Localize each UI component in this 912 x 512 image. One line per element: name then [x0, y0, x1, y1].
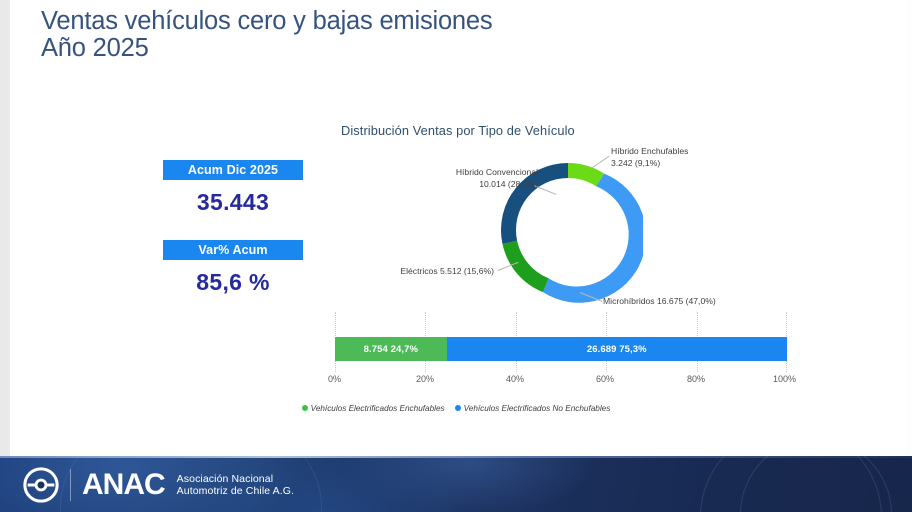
kpi-card-acum: Acum Dic 2025 35.443 — [163, 160, 303, 216]
legend-label-enchufables: Vehículos Electrificados Enchufables — [310, 404, 445, 413]
bar-segment-enchufables: 8.754 24,7% — [335, 337, 447, 361]
donut-label-electricos: Eléctricos 5.512 (15,6%) — [400, 266, 494, 276]
anac-wordmark: ANAC — [82, 468, 166, 501]
donut-slice-hibrido-convencional — [500, 163, 568, 244]
x-tick-0: 0% — [328, 374, 342, 384]
stacked-bar-chart: 8.754 24,7% 26.689 75,3% — [335, 312, 787, 372]
footer-bar: ANAC Asociación Nacional Automotriz de C… — [0, 456, 912, 512]
kpi-label-acum: Acum Dic 2025 — [163, 160, 303, 180]
donut-label-hibrido-convencional: Híbrido Convencional 10.014 (28,3%) — [408, 167, 538, 190]
title-line-2: Año 2025 — [41, 34, 149, 62]
donut-svg — [500, 163, 643, 303]
donut-slice-hibrido-enchufables — [568, 163, 605, 187]
donut-label-hibrido-enchufables-value: 3.242 (9,1%) — [611, 157, 661, 168]
legend-item-enchufables: Vehículos Electrificados Enchufables — [301, 404, 445, 413]
anac-emblem-icon — [23, 467, 59, 503]
anac-tagline-line2: Automotriz de Chile A.G. — [176, 485, 295, 497]
x-tick-3: 60% — [596, 374, 615, 384]
right-edge-strip — [906, 0, 912, 456]
left-edge-strip — [0, 0, 10, 456]
footer-swirl-2 — [740, 456, 892, 512]
bar-chart-legend: Vehículos Electrificados Enchufables Vehí… — [0, 398, 912, 416]
donut-slice-microhibridos — [542, 173, 643, 303]
donut-chart-title: Distribución Ventas por Tipo de Vehículo — [341, 123, 575, 138]
kpi-value-variacion: 85,6 % — [196, 269, 270, 295]
donut-label-hibrido-enchufables: Híbrido Enchufables 3.242 (9,1%) — [611, 146, 741, 169]
anac-tagline: Asociación Nacional Automotriz de Chile … — [177, 473, 294, 498]
legend-label-no-enchufables: Vehículos Electrificados No Enchufables — [463, 404, 611, 413]
donut-label-hibrido-convencional-name: Híbrido Convencional — [455, 167, 538, 177]
kpi-label-variacion: Var% Acum — [163, 240, 303, 260]
bar-segment-no-enchufables: 26.689 75,3% — [446, 337, 787, 361]
donut-chart — [493, 155, 643, 305]
anac-logo: ANAC Asociación Nacional Automotriz de C… — [22, 466, 294, 504]
legend-dot-green-icon — [301, 405, 308, 411]
donut-label-hibrido-convencional-value: 10.014 (28,3%) — [479, 178, 538, 189]
kpi-value-acum: 35.443 — [196, 189, 270, 215]
logo-divider — [70, 469, 71, 501]
bar-chart-x-axis: 0% 20% 40% 60% 80% 100% — [320, 374, 802, 388]
x-tick-2: 40% — [506, 374, 525, 384]
stacked-bar: 8.754 24,7% 26.689 75,3% — [335, 337, 787, 361]
x-tick-1: 20% — [416, 374, 435, 384]
title-line-1: Ventas vehículos cero y bajas emisiones — [41, 7, 493, 35]
page-title: Ventas vehículos cero y bajas emisiones … — [41, 8, 661, 62]
anac-tagline-line1: Asociación Nacional — [176, 472, 274, 485]
x-tick-4: 80% — [687, 374, 706, 384]
legend-dot-blue-icon — [454, 405, 461, 411]
donut-slice-electricos — [502, 240, 549, 293]
donut-label-hibrido-enchufables-name: Híbrido Enchufables — [611, 146, 689, 156]
kpi-card-variacion: Var% Acum 85,6 % — [163, 240, 303, 296]
donut-label-microhibridos: Microhíbridos 16.675 (47,0%) — [603, 296, 716, 306]
x-tick-5: 100% — [773, 374, 797, 384]
legend-item-no-enchufables: Vehículos Electrificados No Enchufables — [454, 404, 611, 413]
